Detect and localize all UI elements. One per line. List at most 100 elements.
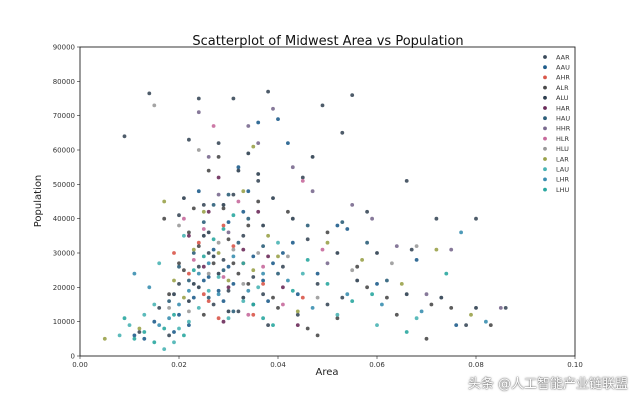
data-point	[246, 312, 251, 317]
data-point	[172, 312, 176, 317]
legend-marker	[543, 106, 547, 110]
data-point	[216, 288, 221, 293]
data-point	[286, 254, 290, 259]
data-point	[325, 282, 330, 286]
series-lhu	[122, 213, 449, 345]
data-point	[251, 144, 256, 149]
data-point	[251, 254, 256, 259]
data-point	[310, 189, 315, 194]
data-point	[414, 316, 419, 321]
data-point	[132, 333, 137, 338]
data-point	[276, 271, 280, 276]
data-point	[325, 230, 330, 235]
data-point	[236, 240, 241, 245]
legend-marker	[543, 85, 547, 90]
legend-label: LAU	[556, 166, 569, 174]
data-point	[295, 292, 300, 297]
data-point	[216, 141, 221, 146]
data-point	[187, 271, 191, 276]
data-point	[271, 295, 275, 300]
data-point	[261, 271, 265, 276]
data-point	[187, 230, 191, 235]
data-point	[167, 292, 172, 297]
data-point	[206, 288, 211, 293]
data-point	[177, 302, 181, 307]
data-point	[256, 179, 261, 183]
data-point	[162, 216, 167, 221]
data-point	[187, 278, 191, 283]
data-point	[201, 264, 206, 269]
data-point	[305, 326, 310, 331]
legend-marker	[543, 95, 547, 100]
legend-label: HAU	[556, 115, 570, 123]
data-point	[132, 336, 137, 341]
data-point	[226, 237, 231, 242]
data-point	[196, 110, 201, 115]
data-point	[434, 247, 439, 252]
data-point	[162, 326, 167, 331]
data-point	[196, 271, 201, 276]
data-point	[127, 323, 132, 327]
data-point	[187, 323, 191, 327]
data-point	[187, 319, 191, 324]
data-point	[449, 306, 454, 310]
data-point	[365, 285, 369, 290]
data-point	[231, 254, 236, 259]
data-point	[469, 312, 473, 317]
data-point	[157, 306, 162, 310]
data-point	[206, 299, 211, 303]
legend-marker	[543, 167, 547, 172]
data-point	[196, 244, 201, 249]
data-point	[187, 137, 191, 142]
data-point	[196, 306, 201, 310]
data-point	[315, 282, 320, 286]
data-point	[266, 254, 270, 259]
data-point	[231, 261, 236, 266]
data-point	[246, 189, 251, 194]
data-point	[246, 124, 251, 128]
data-point	[182, 233, 186, 238]
data-point	[201, 312, 206, 317]
legend-label: LHR	[556, 176, 570, 184]
series-aar	[122, 89, 508, 338]
data-point	[211, 124, 216, 128]
data-point	[201, 233, 206, 238]
data-point	[261, 223, 265, 228]
data-point	[439, 295, 444, 300]
data-point	[315, 333, 320, 338]
data-point	[191, 295, 196, 300]
data-point	[241, 247, 246, 252]
data-point	[206, 155, 211, 159]
data-point	[290, 240, 295, 245]
data-point	[454, 323, 459, 327]
data-point	[286, 209, 290, 214]
data-point	[434, 216, 439, 221]
data-point	[271, 261, 275, 266]
data-point	[350, 268, 355, 273]
data-point	[226, 278, 231, 283]
data-point	[261, 264, 265, 269]
data-point	[241, 189, 246, 194]
data-point	[345, 292, 350, 297]
data-point	[221, 227, 226, 231]
data-point	[226, 264, 231, 269]
data-point	[122, 134, 127, 139]
data-point	[295, 323, 300, 327]
x-tick-label: 0.08	[468, 361, 484, 369]
data-point	[172, 292, 176, 297]
legend-marker	[543, 157, 547, 161]
data-point	[261, 244, 265, 249]
legend-marker	[543, 187, 547, 192]
data-point	[201, 220, 206, 225]
data-point	[216, 275, 221, 279]
y-axis-label: Population	[33, 175, 44, 228]
data-point	[498, 306, 503, 310]
data-point	[385, 278, 389, 283]
x-tick-label: 0.10	[567, 361, 583, 369]
data-point	[300, 179, 305, 183]
data-point	[236, 168, 241, 173]
data-point	[350, 93, 355, 97]
data-point	[172, 278, 176, 283]
data-point	[236, 165, 241, 170]
data-point	[241, 261, 246, 266]
